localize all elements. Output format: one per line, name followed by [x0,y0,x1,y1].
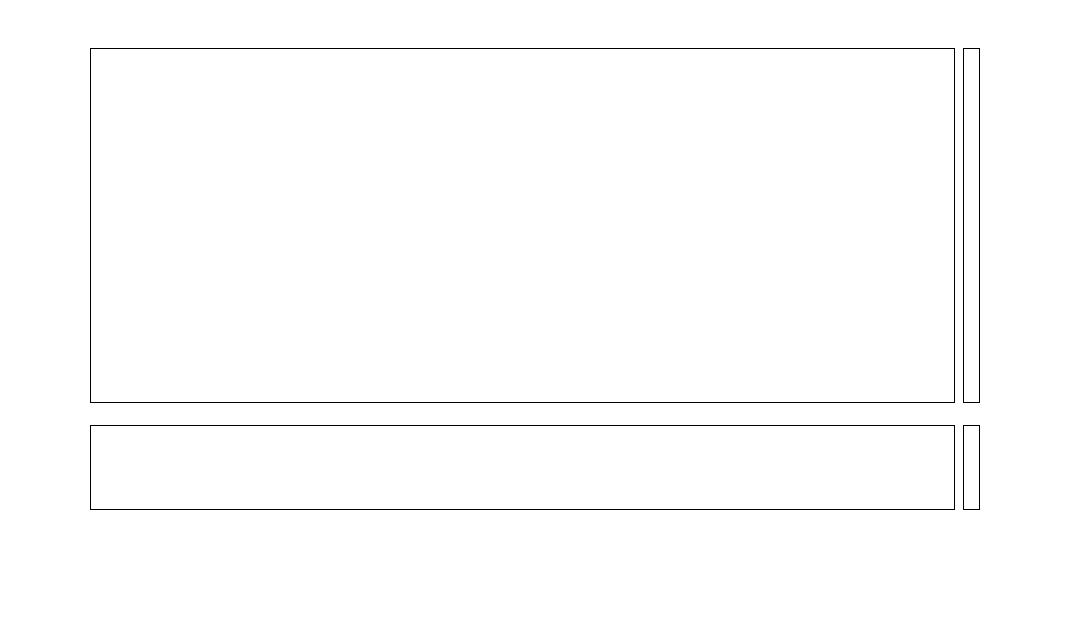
sfc-spectrogram-panel [90,48,955,403]
sfc-colorbar [963,48,980,403]
lfc-colorbar [963,425,980,510]
lfc-spectrogram-canvas [91,426,954,509]
lfc-spectrogram-panel [90,425,955,510]
lfc-colorbar-canvas [964,426,979,509]
sfc-colorbar-canvas [964,49,979,402]
sfc-spectrogram-canvas [91,49,954,402]
